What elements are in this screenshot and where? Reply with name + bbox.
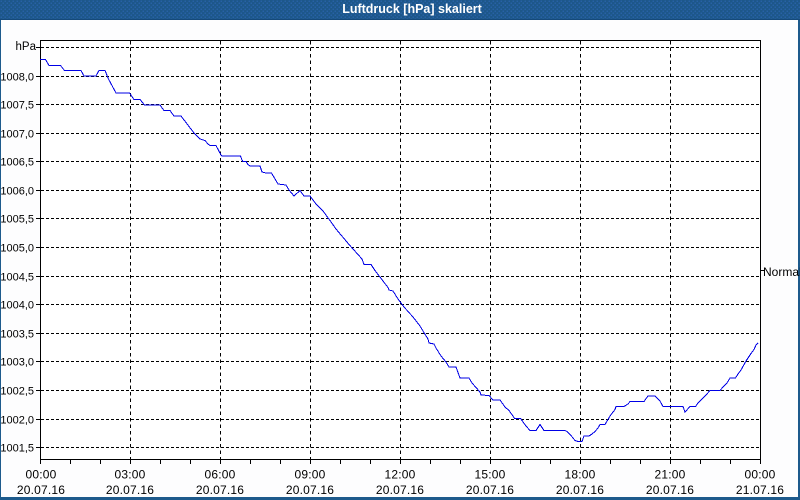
svg-text:00:00: 00:00 <box>25 468 56 482</box>
svg-text:03:00: 03:00 <box>114 468 145 482</box>
svg-text:20.07.16: 20.07.16 <box>106 483 154 497</box>
svg-text:1003,5: 1003,5 <box>0 329 34 341</box>
svg-text:20.07.16: 20.07.16 <box>646 483 694 497</box>
svg-text:12:00: 12:00 <box>384 468 415 482</box>
svg-text:20.07.16: 20.07.16 <box>376 483 424 497</box>
svg-text:Normal: Normal <box>763 265 800 279</box>
svg-text:1004,5: 1004,5 <box>0 272 34 284</box>
svg-text:1008,0: 1008,0 <box>0 72 34 84</box>
svg-text:20.07.16: 20.07.16 <box>466 483 514 497</box>
svg-text:1005,5: 1005,5 <box>0 214 34 226</box>
svg-text:1007,5: 1007,5 <box>0 100 34 112</box>
svg-text:20.07.16: 20.07.16 <box>196 483 244 497</box>
svg-text:20.07.16: 20.07.16 <box>286 483 334 497</box>
svg-text:1002,5: 1002,5 <box>0 386 34 398</box>
svg-text:1001,5: 1001,5 <box>0 443 34 455</box>
svg-text:1002,0: 1002,0 <box>0 415 34 427</box>
svg-text:06:00: 06:00 <box>204 468 235 482</box>
svg-text:09:00: 09:00 <box>294 468 325 482</box>
svg-text:21:00: 21:00 <box>654 468 685 482</box>
svg-text:15:00: 15:00 <box>474 468 505 482</box>
svg-text:1004,0: 1004,0 <box>0 300 34 312</box>
svg-text:1006,5: 1006,5 <box>0 157 34 169</box>
svg-text:1007,0: 1007,0 <box>0 129 34 141</box>
svg-text:20.07.16: 20.07.16 <box>556 483 604 497</box>
svg-text:hPa: hPa <box>16 41 37 53</box>
svg-text:21.07.16: 21.07.16 <box>736 483 784 497</box>
svg-text:1005,0: 1005,0 <box>0 243 34 255</box>
svg-text:20.07.16: 20.07.16 <box>17 483 65 497</box>
svg-text:00:00: 00:00 <box>744 468 775 482</box>
svg-text:1003,0: 1003,0 <box>0 357 34 369</box>
svg-text:18:00: 18:00 <box>564 468 595 482</box>
svg-text:1006,0: 1006,0 <box>0 186 34 198</box>
